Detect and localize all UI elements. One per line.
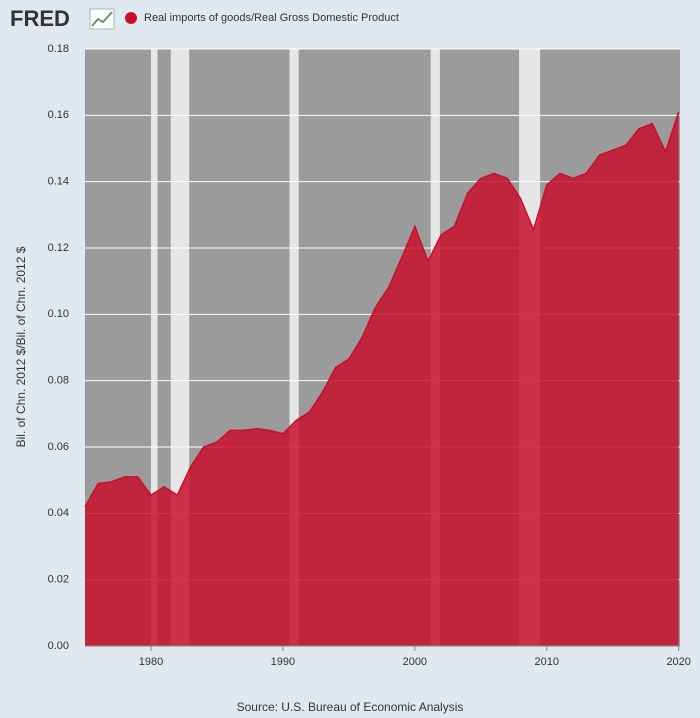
source: Source: U.S. Bureau of Economic Analysis — [237, 700, 464, 714]
y-axis-label: Bil. of Chn. 2012 $/Bil. of Chn. 2012 $ — [14, 246, 28, 447]
x-tick-label: 2010 — [535, 656, 559, 668]
y-tick-label: 0.08 — [48, 375, 69, 387]
y-tick-label: 0.10 — [48, 308, 69, 320]
y-tick-label: 0.12 — [48, 242, 69, 254]
legend-label: Real imports of goods/Real Gross Domesti… — [144, 12, 399, 24]
y-tick-label: 0.00 — [48, 640, 69, 652]
x-tick-label: 2020 — [666, 656, 690, 668]
y-tick-label: 0.14 — [48, 176, 69, 188]
x-tick-label: 1980 — [139, 656, 163, 668]
recession-band — [150, 49, 158, 646]
y-tick-label: 0.06 — [48, 441, 69, 453]
logo-icon — [89, 8, 115, 30]
recession-band — [289, 49, 299, 646]
line — [84, 111, 680, 508]
logo: FRED — [10, 6, 70, 31]
y-tick-label: 0.16 — [48, 109, 69, 121]
x-tick-label: 2000 — [403, 656, 427, 668]
x-tick-label: 1990 — [271, 656, 295, 668]
y-tick-label: 0.18 — [48, 43, 69, 55]
legend-marker — [125, 12, 137, 24]
y-tick-label: 0.02 — [48, 574, 69, 586]
area — [85, 112, 679, 647]
y-tick-label: 0.04 — [48, 507, 69, 519]
